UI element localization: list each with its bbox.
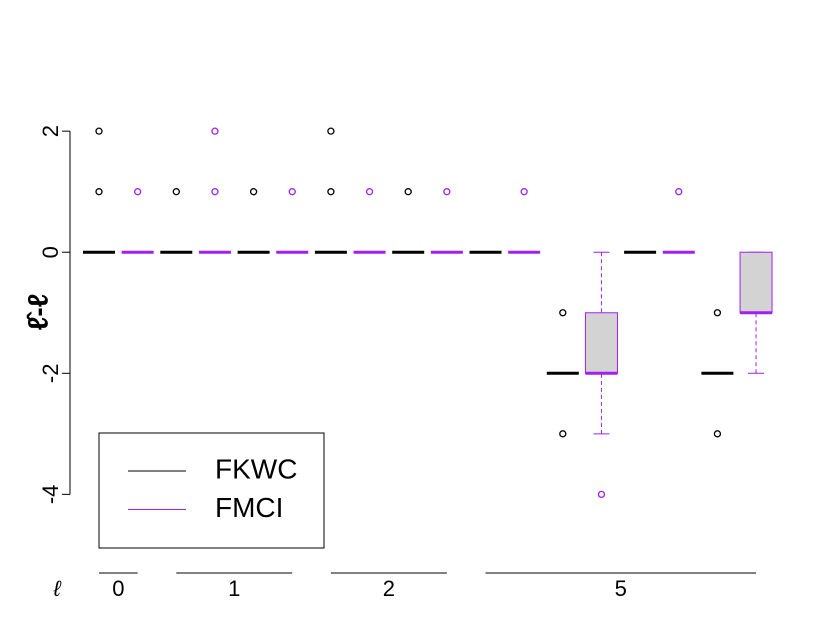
- outlier: [559, 430, 567, 438]
- outlier: [675, 188, 683, 196]
- outlier: [172, 188, 180, 196]
- y-axis-label: ℓ̂-ℓ: [22, 294, 53, 331]
- outlier: [211, 127, 219, 135]
- box: [739, 251, 773, 314]
- outlier: [713, 309, 722, 317]
- x-tick-label: 2: [383, 576, 395, 601]
- x-tick-label: 5: [615, 576, 627, 601]
- x-axis-label: ℓ: [52, 576, 61, 601]
- outlier: [133, 188, 142, 196]
- y-tick-label: 0: [38, 246, 63, 258]
- outlier: [365, 188, 374, 196]
- outlier: [211, 188, 219, 196]
- outlier: [597, 490, 606, 499]
- legend-label: FMCI: [215, 492, 283, 523]
- y-tick-label: -2: [38, 364, 63, 384]
- outlier: [327, 127, 335, 135]
- y-tick-label: -4: [38, 485, 63, 505]
- legend-label: FKWC: [215, 453, 297, 484]
- x-tick-label: 1: [228, 576, 240, 601]
- outlier: [404, 188, 412, 196]
- box: [584, 312, 618, 374]
- outlier: [520, 188, 528, 196]
- outlier: [288, 188, 296, 196]
- outlier: [249, 188, 258, 196]
- outlier: [443, 188, 451, 196]
- y-tick-label: 2: [38, 125, 63, 137]
- outlier: [95, 188, 103, 196]
- outlier: [95, 127, 103, 135]
- outlier: [713, 430, 722, 438]
- x-tick-label: 0: [112, 576, 124, 601]
- outlier: [559, 309, 567, 317]
- outlier: [327, 188, 335, 196]
- legend-box: [98, 432, 325, 549]
